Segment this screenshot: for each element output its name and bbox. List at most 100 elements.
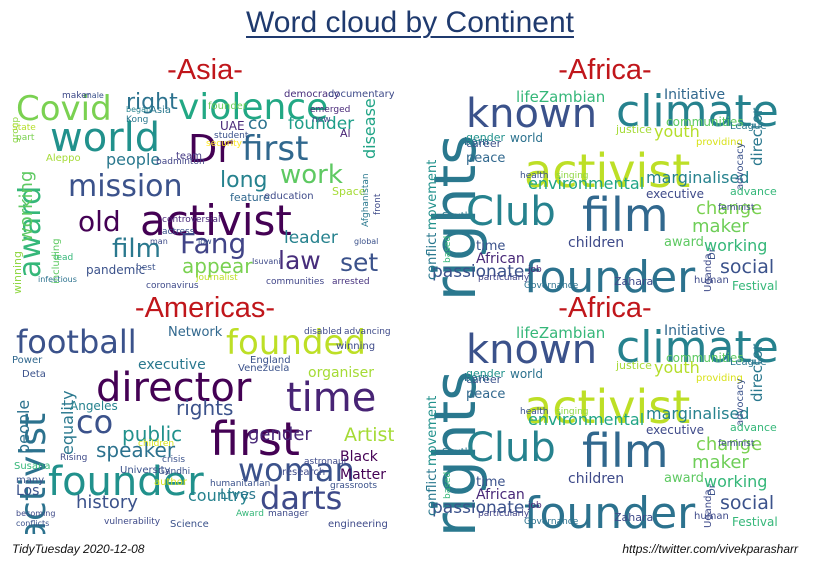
cloud-word: security (206, 139, 242, 149)
cloud-word: social (720, 256, 775, 278)
cloud-word: particularly (478, 273, 530, 283)
cloud-word: England (250, 355, 291, 366)
cloud-word: violence (178, 88, 329, 128)
word-cloud-africa-2: founder activist climate rights film known Clu… (424, 324, 808, 534)
cloud-word: UAE (220, 119, 245, 133)
footer-credit: https://twitter.com/vivekparasharr (622, 542, 798, 556)
panel-title-africa-2: -Africa- (558, 292, 652, 324)
cloud-word: appear (182, 254, 253, 278)
cloud-word: astronaut (304, 457, 348, 467)
cloud-word: children (568, 235, 625, 251)
cloud-word: Covid (16, 89, 112, 129)
page-title: Word cloud by Continent (246, 6, 574, 39)
cloud-word: founder (48, 459, 204, 505)
cloud-word: pandemic (86, 263, 146, 277)
cloud-word: movement (425, 159, 440, 230)
cloud-word: becoming (16, 509, 56, 518)
cloud-word: advocacy (735, 142, 746, 190)
cloud-word: youth (654, 358, 700, 377)
cloud-word: marginalised (646, 168, 750, 187)
cloud-word: gender (248, 424, 312, 445)
word-cloud-americas: founder first director time activist woman foo… (10, 324, 394, 534)
cloud-word: Gandhi (158, 467, 191, 477)
cloud-word: old (78, 205, 121, 238)
cloud-word: activist (524, 144, 691, 198)
panel-title-americas: -Americas- (134, 292, 276, 324)
cloud-word: youth (654, 122, 700, 141)
cloud-word: communities (266, 277, 325, 287)
cloud-word: emerged (310, 105, 351, 115)
cloud-word: director (748, 107, 766, 166)
cloud-word: founder (208, 101, 247, 112)
cloud-word: Power (12, 355, 43, 366)
cloud-word: rights (176, 396, 234, 420)
cloud-word: conflict (425, 468, 440, 516)
word-cloud-asia: activist world violence Covid Dr first mission… (10, 88, 394, 298)
panel-title-africa: -Africa- (558, 54, 652, 86)
cloud-word: working (704, 472, 768, 491)
cloud-word: world (510, 367, 544, 381)
cloud-word: maker (62, 91, 91, 101)
cloud-word: infectious (38, 275, 77, 284)
footer-source: TidyTuesday 2020-12-08 (12, 542, 145, 556)
cloud-word: research (282, 467, 326, 478)
cloud-word: time (476, 475, 506, 490)
cloud-word: Dr (707, 248, 718, 260)
cloud-word: founded (226, 324, 366, 363)
cloud-word: providing (696, 373, 743, 384)
cloud-word: passionate (432, 498, 525, 518)
cloud-word: lead (54, 253, 74, 263)
cloud-word: peace (466, 387, 506, 402)
cloud-word: winning (336, 341, 376, 352)
cloud-word: conflicts (16, 519, 50, 528)
cloud-word: lifeZambian (516, 88, 606, 106)
cloud-word: journalist (196, 273, 238, 283)
cloud-word: Space (332, 185, 366, 198)
cloud-word: communities (666, 351, 744, 365)
cloud-word: born (464, 135, 490, 148)
cloud-word: Dr (188, 127, 233, 171)
cloud-word: gender (466, 367, 505, 380)
cloud-word: woman (238, 451, 355, 489)
cloud-word: best (136, 263, 156, 273)
cloud-word: Club (466, 189, 556, 235)
cloud-word: documentary (328, 89, 394, 100)
cloud-word: job (528, 501, 542, 511)
cloud-word: Festival (732, 515, 778, 529)
cloud-word: arrested (332, 277, 370, 287)
cloud-word: Kong (126, 115, 149, 125)
cloud-word: Susana (14, 461, 51, 472)
cloud-word: conflict (425, 232, 440, 280)
cloud-word: education (264, 191, 314, 202)
cloud-word: South (442, 211, 472, 222)
cloud-word: working (704, 236, 768, 255)
cloud-word: Al (340, 127, 351, 140)
cloud-word: Venezuela (238, 363, 290, 374)
cloud-word: Science (170, 519, 209, 530)
cloud-word: world (510, 131, 544, 145)
cloud-word: Afghanistan (361, 173, 371, 227)
cloud-word: disease (360, 98, 379, 159)
cloud-word: new (312, 115, 331, 125)
cloud-word: front (373, 193, 383, 215)
cloud-word: time (286, 375, 377, 421)
cloud-word: founder (524, 252, 696, 299)
cloud-word: award (664, 235, 704, 250)
cloud-word: film (582, 188, 669, 242)
cloud-word: based (443, 471, 453, 499)
cloud-word: League (730, 121, 767, 132)
cloud-word: student (214, 131, 249, 141)
cloud-word: feature (230, 191, 270, 204)
cloud-word: Deta (22, 369, 46, 380)
cloud-word: founder (524, 488, 696, 535)
cloud-word: marginalised (646, 404, 750, 423)
cloud-word: film (582, 424, 669, 478)
cloud-word: global (354, 237, 379, 246)
word-cloud-africa: founder activist climate rights film known Clu… (424, 88, 808, 298)
cloud-word: maker (692, 452, 749, 473)
cloud-word: change (696, 434, 763, 455)
cloud-word: advance (730, 421, 777, 434)
cloud-word: Los (16, 483, 40, 499)
cloud-word: League (730, 357, 767, 368)
cloud-word: humanitarian (210, 479, 271, 489)
